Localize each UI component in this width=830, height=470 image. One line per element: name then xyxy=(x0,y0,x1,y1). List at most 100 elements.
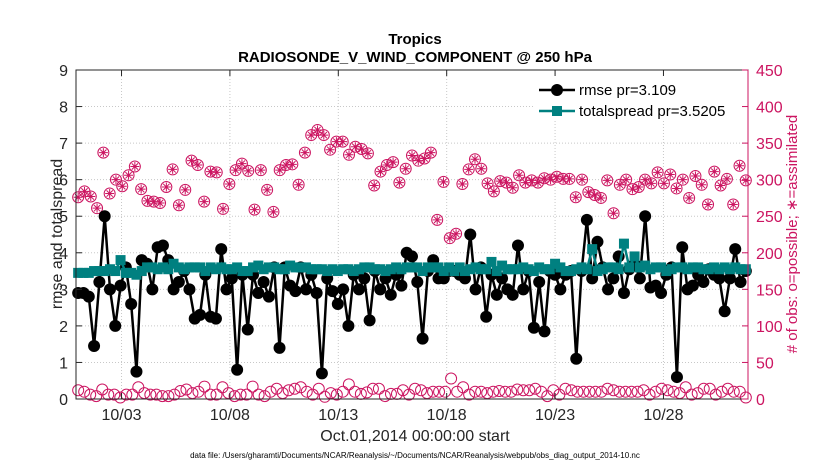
asterisk-strokes xyxy=(489,186,499,196)
assimilated-marker xyxy=(558,174,568,184)
possible-low-marker xyxy=(366,382,379,395)
possible-low-marker xyxy=(312,382,325,395)
totalspread-point xyxy=(613,264,624,275)
rmse-point xyxy=(718,305,731,318)
rmse-point xyxy=(262,290,275,303)
possible-low-marker xyxy=(78,385,91,398)
totalspread-point xyxy=(428,262,439,273)
chart-subtitle: RADIOSONDE_V_WIND_COMPONENT @ 250 hPa xyxy=(238,49,593,66)
assimilated-marker xyxy=(382,160,392,170)
asterisk-strokes xyxy=(552,172,562,182)
assimilated-marker xyxy=(697,180,707,190)
possible-low-marker xyxy=(595,385,608,398)
y-right-tick-label: 100 xyxy=(756,319,783,336)
totalspread-point xyxy=(179,264,190,275)
totalspread-point xyxy=(618,238,629,249)
rmse-point xyxy=(411,276,424,289)
totalspread-point xyxy=(396,264,407,275)
assimilated-marker xyxy=(703,200,713,210)
rmse-point xyxy=(88,339,101,352)
asterisk-strokes xyxy=(105,189,115,199)
asterisk-strokes xyxy=(394,178,404,188)
totalspread-point xyxy=(730,262,741,273)
possible-low-marker xyxy=(715,385,728,398)
asterisk-strokes xyxy=(539,173,549,183)
possible-marker xyxy=(317,129,330,142)
asterisk-strokes xyxy=(615,180,625,190)
possible-low-marker xyxy=(487,385,500,398)
assimilated-marker xyxy=(483,178,493,188)
possible-low-marker xyxy=(679,381,692,394)
assimilated-marker xyxy=(432,215,442,225)
assimilated-marker xyxy=(117,181,127,191)
possible-marker xyxy=(657,177,670,190)
y-right-tick-label: 200 xyxy=(756,246,783,263)
asterisk-strokes xyxy=(142,196,152,206)
possible-low-marker xyxy=(282,384,295,397)
asterisk-strokes xyxy=(218,204,228,214)
assimilated-marker xyxy=(376,167,386,177)
assimilated-marker xyxy=(577,175,587,185)
assimilated-marker xyxy=(363,148,373,158)
totalspread-point xyxy=(359,262,370,273)
totalspread-point xyxy=(168,258,179,269)
assimilated-marker xyxy=(735,161,745,171)
y-right-tick-label: 250 xyxy=(756,209,783,226)
rmse-point xyxy=(416,332,429,345)
possible-marker xyxy=(576,173,589,186)
asterisk-strokes xyxy=(275,165,285,175)
assimilated-marker xyxy=(401,164,411,174)
totalspread-point xyxy=(237,266,248,277)
assimilated-marker xyxy=(142,196,152,206)
totalspread-point xyxy=(142,262,153,273)
possible-low-marker xyxy=(114,391,127,404)
asterisk-strokes xyxy=(294,180,304,190)
asterisk-strokes xyxy=(149,197,159,207)
rmse-point xyxy=(384,288,397,301)
possible-low-marker xyxy=(535,385,548,398)
rmse-point xyxy=(289,285,302,298)
y-tick-label: 9 xyxy=(59,63,68,80)
totalspread-point xyxy=(571,264,582,275)
possible-low-marker xyxy=(108,388,121,401)
possible-low-marker xyxy=(559,382,572,395)
possible-low-marker xyxy=(318,390,331,403)
asterisk-strokes xyxy=(231,165,241,175)
asterisk-strokes xyxy=(451,229,461,239)
y-right-tick-label: 300 xyxy=(756,173,783,190)
rmse-point xyxy=(353,283,366,296)
totalspread-point xyxy=(131,269,142,280)
possible-marker xyxy=(594,191,607,204)
asterisk-strokes xyxy=(250,205,260,215)
possible-low-marker xyxy=(547,384,560,397)
totalspread-point xyxy=(449,266,460,277)
possible-marker xyxy=(487,185,500,198)
data-file-footer: data file: /Users/gharamti/Documents/NCA… xyxy=(190,451,640,460)
y-right-tick-label: 350 xyxy=(756,136,783,153)
assimilated-marker xyxy=(231,165,241,175)
totalspread-point xyxy=(348,266,359,277)
possible-marker xyxy=(513,169,526,182)
possible-marker xyxy=(399,162,412,175)
asterisk-strokes xyxy=(703,200,713,210)
possible-low-marker xyxy=(589,385,602,398)
assimilated-marker xyxy=(659,178,669,188)
totalspread-point xyxy=(147,262,158,273)
totalspread-point xyxy=(120,267,131,278)
totalspread-point xyxy=(391,262,402,273)
totalspread-point xyxy=(502,264,513,275)
rmse-point xyxy=(697,276,710,289)
assimilated-marker xyxy=(420,153,430,163)
asterisk-strokes xyxy=(174,200,184,210)
asterisk-strokes xyxy=(577,175,587,185)
assimilated-marker xyxy=(105,189,115,199)
asterisk-strokes xyxy=(483,178,493,188)
totalspread-point xyxy=(693,262,704,273)
possible-marker xyxy=(695,178,708,191)
asterisk-strokes xyxy=(300,148,310,158)
totalspread-point xyxy=(576,262,587,273)
possible-low-marker xyxy=(721,382,734,395)
possible-marker xyxy=(292,178,305,191)
totalspread-point xyxy=(592,266,603,277)
